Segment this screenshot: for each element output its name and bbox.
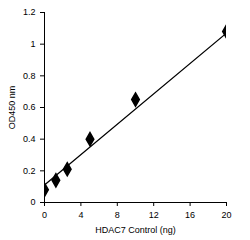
svg-text:0.4: 0.4 (23, 134, 36, 144)
svg-text:HDAC7 Control (ng): HDAC7 Control (ng) (95, 225, 176, 235)
svg-text:1: 1 (30, 39, 35, 49)
svg-text:0.2: 0.2 (23, 166, 36, 176)
svg-text:1.2: 1.2 (23, 7, 36, 17)
svg-text:4: 4 (78, 210, 83, 220)
svg-text:16: 16 (185, 210, 195, 220)
svg-text:0.6: 0.6 (23, 102, 36, 112)
svg-text:20: 20 (221, 210, 231, 220)
svg-text:0.8: 0.8 (23, 71, 36, 81)
svg-text:12: 12 (149, 210, 159, 220)
svg-text:OD450 nm: OD450 nm (7, 86, 17, 130)
svg-text:0: 0 (42, 210, 47, 220)
svg-text:8: 8 (115, 210, 120, 220)
svg-text:0: 0 (30, 197, 35, 207)
